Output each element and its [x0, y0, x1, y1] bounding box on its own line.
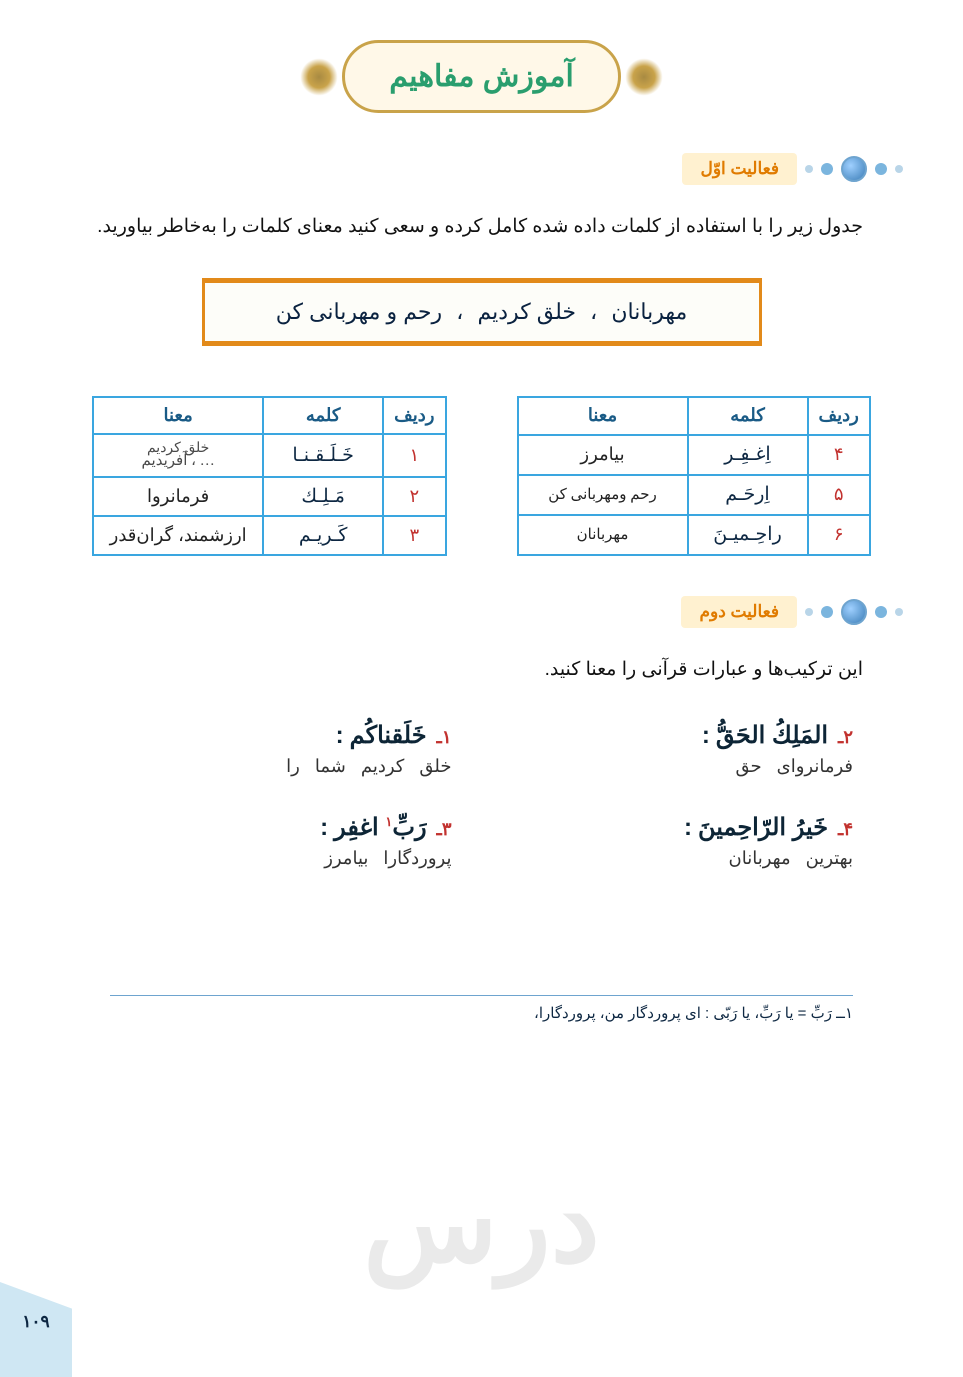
cell-idx: ۳	[383, 516, 445, 555]
cell-meaning: مهربانان	[518, 515, 688, 555]
phrase-block: ۴ـ خَیرُ الرّاحِمینَ: بهترین مهربانان	[512, 813, 854, 869]
phrase-arabic: ۱ـ خَلَقناکُم:	[110, 721, 452, 750]
cell-meaning: فرمانروا	[93, 477, 263, 516]
activity-2-badge: فعالیت دوم	[60, 596, 903, 628]
table-row: ۳ كَـريـم ارزشمند، گران‌قدر	[93, 516, 445, 555]
word-bank-item: مهربانان	[611, 299, 687, 324]
th-mean: معنا	[93, 397, 263, 434]
vocab-table-left: ردیف كلمه معنا ۴ اِغـفِـر بیامرز ۵ اِرحَ…	[517, 396, 871, 556]
dot-strip	[805, 156, 903, 182]
phrase-arabic: ۳ـ رَبِّ۱ اغفِر:	[110, 813, 452, 842]
cell-idx: ۲	[383, 477, 445, 516]
th-mean: معنا	[518, 397, 688, 435]
watermark: درس	[363, 1159, 599, 1287]
table-row: ۵ اِرحَـم رحم ومهربانی کن	[518, 475, 870, 515]
dot-icon	[895, 608, 903, 616]
phrases-grid: ۱ـ خَلَقناکُم: خلق کردیم شما را ۳ـ رَبِّ…	[110, 721, 853, 905]
activity-1-badge: فعالیت اوّل	[60, 153, 903, 185]
phrase-block: ۲ـ المَلِكُ الحَقُّ: فرمانروای حق	[512, 721, 854, 777]
th-row: ردیف	[808, 397, 870, 435]
cell-meaning: خلق کردیم … ، آفریدیم	[93, 434, 263, 477]
phrase-column-left: ۲ـ المَلِكُ الحَقُّ: فرمانروای حق ۴ـ خَی…	[512, 721, 854, 905]
phrase-translation: بهترین مهربانان	[512, 848, 854, 869]
activity-2-label: فعالیت دوم	[681, 596, 797, 628]
cell-word: خَـلَـقـنـا	[263, 434, 383, 477]
lesson-header: آموزش مفاهیم	[312, 40, 652, 113]
activity-2-instruction: این ترکیب‌ها و عبارات قرآنی را معنا کنید…	[60, 658, 863, 681]
dot-icon	[841, 599, 867, 625]
activity-1-instruction: جدول زیر را با استفاده از کلمات داده شده…	[60, 215, 863, 238]
th-row: ردیف	[383, 397, 445, 434]
activity-1-label: فعالیت اوّل	[682, 153, 797, 185]
header-title: آموزش مفاهیم	[389, 60, 574, 93]
dot-icon	[821, 163, 833, 175]
th-word: كلمه	[263, 397, 383, 434]
table-row: ۱ خَـلَـقـنـا خلق کردیم … ، آفریدیم	[93, 434, 445, 477]
cell-word: كَـريـم	[263, 516, 383, 555]
phrase-block: ۱ـ خَلَقناکُم: خلق کردیم شما را	[110, 721, 452, 777]
dot-icon	[821, 606, 833, 618]
vocab-tables: ردیف كلمه معنا ۱ خَـلَـقـنـا خلق کردیم ……	[60, 396, 903, 556]
dot-icon	[841, 156, 867, 182]
table-row: ۲ مَـلِـك فرمانروا	[93, 477, 445, 516]
page-number: ۱۰۹	[0, 1282, 72, 1377]
cell-word: اِرحَـم	[688, 475, 808, 515]
dot-icon	[875, 606, 887, 618]
cell-idx: ۴	[808, 435, 870, 475]
dot-icon	[805, 165, 813, 173]
cell-meaning: ارزشمند، گران‌قدر	[93, 516, 263, 555]
phrase-column-right: ۱ـ خَلَقناکُم: خلق کردیم شما را ۳ـ رَبِّ…	[110, 721, 452, 905]
dot-icon	[895, 165, 903, 173]
table-row: ۴ اِغـفِـر بیامرز	[518, 435, 870, 475]
dot-strip	[805, 599, 903, 625]
cell-word: اِغـفِـر	[688, 435, 808, 475]
cell-word: راحِـمیـنَ	[688, 515, 808, 555]
word-bank-item: خلق کردیم	[478, 299, 577, 324]
phrase-block: ۳ـ رَبِّ۱ اغفِر: پروردگارا بیامرز	[110, 813, 452, 869]
phrase-translation: خلق کردیم شما را	[110, 756, 452, 777]
cell-word: مَـلِـك	[263, 477, 383, 516]
word-bank-item: رحم و مهربانی کن	[276, 299, 442, 324]
dot-icon	[875, 163, 887, 175]
phrase-translation: فرمانروای حق	[512, 756, 854, 777]
vocab-table-right: ردیف كلمه معنا ۱ خَـلَـقـنـا خلق کردیم ……	[92, 396, 446, 556]
cell-idx: ۱	[383, 434, 445, 477]
cell-idx: ۵	[808, 475, 870, 515]
footnote: ۱ــ رَبِّ = یا رَبِّ، یا رَبّی : ای پرور…	[110, 995, 853, 1022]
dot-icon	[805, 608, 813, 616]
header-frame: آموزش مفاهیم	[342, 40, 621, 113]
cell-idx: ۶	[808, 515, 870, 555]
phrase-arabic: ۴ـ خَیرُ الرّاحِمینَ:	[512, 813, 854, 842]
table-row: ۶ راحِـمیـنَ مهربانان	[518, 515, 870, 555]
phrase-translation: پروردگارا بیامرز	[110, 848, 452, 869]
cell-meaning: بیامرز	[518, 435, 688, 475]
word-bank: مهربانان ، خلق کردیم ، رحم و مهربانی کن	[202, 278, 762, 346]
cell-meaning: رحم ومهربانی کن	[518, 475, 688, 515]
phrase-arabic: ۲ـ المَلِكُ الحَقُّ:	[512, 721, 854, 750]
th-word: كلمه	[688, 397, 808, 435]
